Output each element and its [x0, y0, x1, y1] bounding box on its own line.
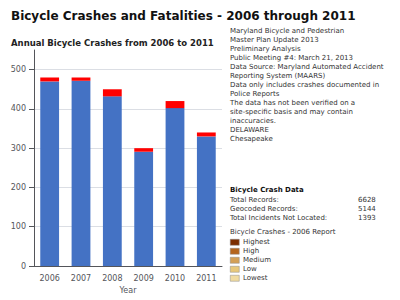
svg-text:Chesapeake: Chesapeake — [230, 135, 273, 143]
svg-text:Data only includes crashes doc: Data only includes crashes documented in — [230, 81, 381, 89]
svg-text:2008: 2008 — [102, 274, 122, 283]
svg-text:Total Incidents Not Located:: Total Incidents Not Located: — [229, 214, 327, 222]
svg-text:200: 200 — [11, 183, 26, 192]
svg-text:Total Records:: Total Records: — [229, 196, 279, 204]
svg-text:The data has not been verified: The data has not been verified on a — [229, 99, 357, 107]
svg-text:5144: 5144 — [358, 205, 376, 213]
svg-text:High: High — [243, 247, 259, 255]
svg-text:Medium: Medium — [243, 256, 271, 264]
svg-text:Maryland Bicycle and Pedestria: Maryland Bicycle and Pedestrian — [230, 27, 344, 35]
svg-text:inaccuracies.: inaccuracies. — [230, 117, 276, 125]
svg-text:Reporting System (MAARS): Reporting System (MAARS) — [230, 72, 325, 80]
svg-text:2007: 2007 — [71, 274, 91, 283]
svg-text:Annual Bicycle Crashes from 20: Annual Bicycle Crashes from 2006 to 2011 — [11, 38, 214, 48]
svg-text:Lowest: Lowest — [243, 274, 268, 282]
svg-text:1393: 1393 — [358, 214, 376, 222]
svg-text:Bicycle Crashes - 2006 Report: Bicycle Crashes - 2006 Report — [230, 228, 336, 236]
svg-text:Public Meeting #4: March 21, 2: Public Meeting #4: March 21, 2013 — [230, 54, 353, 62]
svg-text:300: 300 — [11, 144, 26, 153]
svg-text:DELAWARE: DELAWARE — [230, 126, 269, 134]
svg-text:Low: Low — [243, 265, 257, 273]
svg-text:Geocoded Records:: Geocoded Records: — [230, 205, 298, 213]
svg-text:400: 400 — [11, 104, 26, 113]
svg-text:Data Source: Maryland Automate: Data Source: Maryland Automated Accident — [230, 63, 386, 71]
svg-text:Bicycle Crash Data: Bicycle Crash Data — [230, 186, 304, 194]
svg-text:Police Reports: Police Reports — [230, 90, 280, 98]
svg-text:2009: 2009 — [133, 274, 153, 283]
svg-text:site-specific basis and may co: site-specific basis and may contain — [230, 108, 355, 116]
svg-text:Bicycle Crashes and Fatalities: Bicycle Crashes and Fatalities - 2006 th… — [11, 9, 356, 23]
svg-text:2011: 2011 — [196, 274, 216, 283]
svg-text:Preliminary Analysis: Preliminary Analysis — [230, 45, 301, 53]
svg-text:100: 100 — [11, 222, 26, 231]
svg-text:0: 0 — [21, 262, 26, 271]
svg-text:2010: 2010 — [165, 274, 185, 283]
svg-text:6628: 6628 — [358, 196, 376, 204]
svg-text:500: 500 — [11, 65, 26, 74]
svg-text:Master Plan Update 2013: Master Plan Update 2013 — [230, 36, 319, 44]
svg-text:2006: 2006 — [39, 274, 59, 283]
svg-text:Highest: Highest — [243, 238, 270, 246]
svg-text:Year: Year — [119, 286, 138, 295]
